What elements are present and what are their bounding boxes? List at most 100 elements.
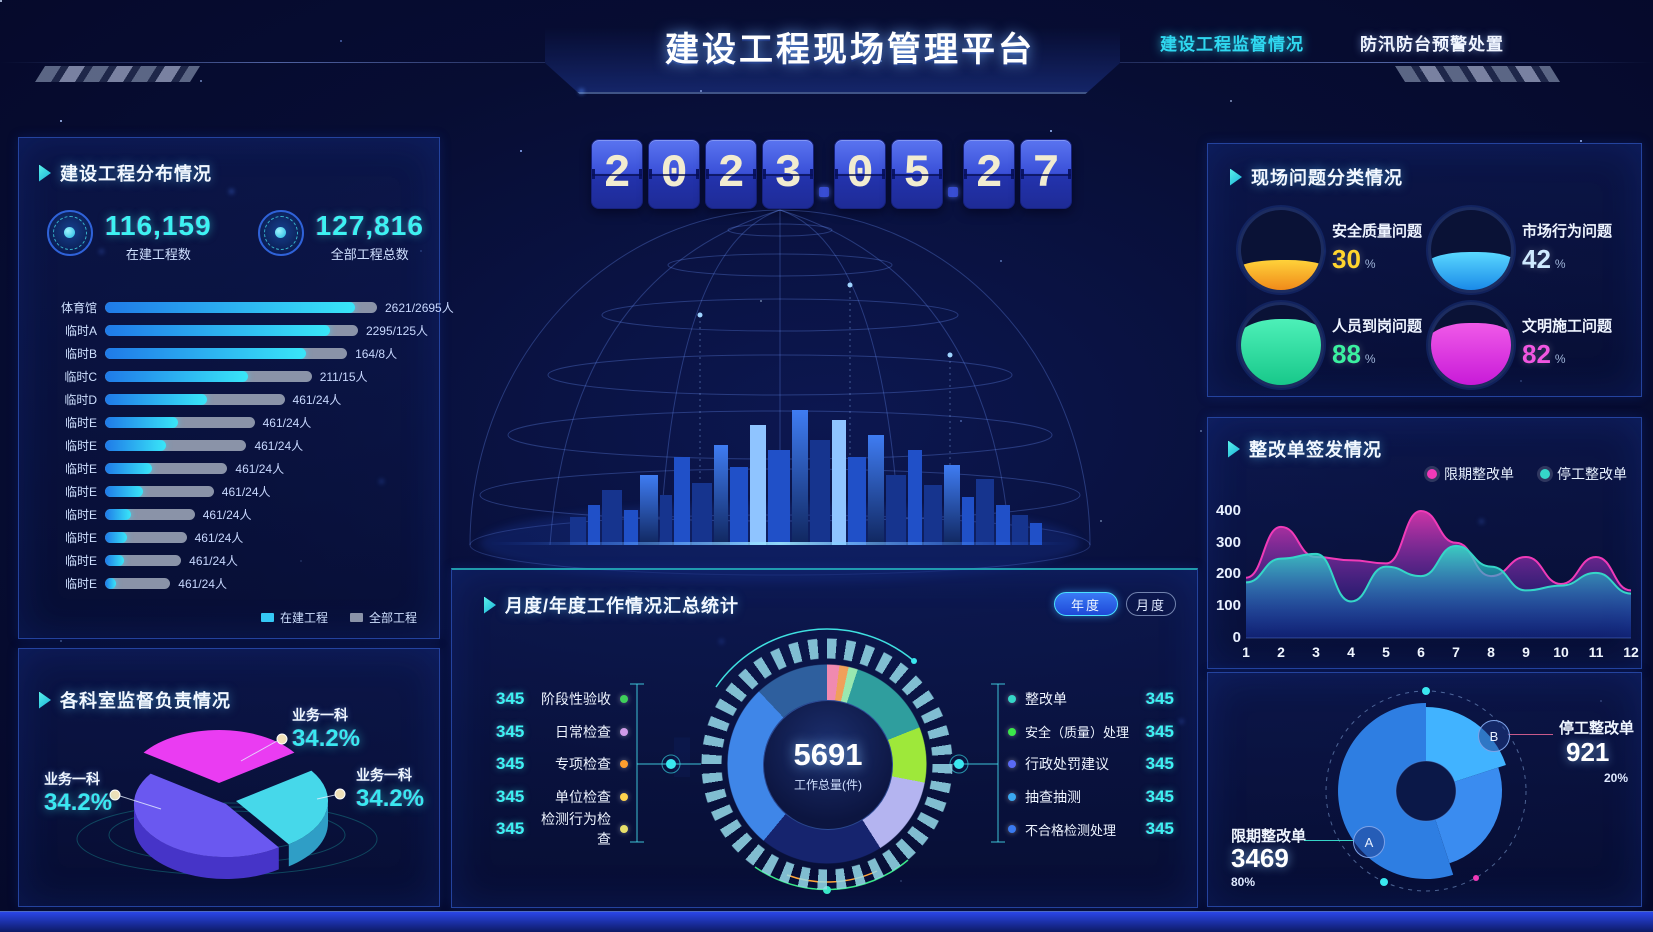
- date-digit: 3: [762, 139, 814, 209]
- bar-value: 461/24人: [189, 554, 238, 568]
- item-dot-icon: [620, 825, 628, 834]
- svg-text:6: 6: [1417, 644, 1425, 660]
- svg-text:10: 10: [1553, 644, 1569, 660]
- bar-value: 211/15人: [319, 370, 368, 384]
- bar-label: 临时E: [64, 531, 97, 545]
- date-flip-clock: 2 0 2 3 0 5 2 7: [591, 139, 1072, 209]
- badge-b: B: [1478, 720, 1510, 752]
- liquid-gauge-attendance: [1238, 302, 1324, 388]
- item-dot-icon: [1008, 760, 1016, 769]
- gauge-unit: %: [1364, 257, 1376, 271]
- toggle-yearly[interactable]: 年度: [1054, 592, 1118, 616]
- svg-text:2: 2: [1277, 644, 1285, 660]
- list-item: 345 检测行为检查: [496, 811, 628, 847]
- y-axis-ticks: 400 300 200 100 0: [1216, 502, 1241, 646]
- svg-text:100: 100: [1216, 597, 1241, 614]
- svg-text:5: 5: [1382, 644, 1390, 660]
- list-item: 345 阶段性验收: [496, 683, 628, 716]
- nav-tab-flood-warning[interactable]: 防汛防台预警处置: [1360, 35, 1504, 54]
- pie-callout-top: 业务一科 34.2%: [292, 705, 360, 753]
- date-separator-dot: [819, 187, 829, 197]
- donut-center: 5691 工作总量(件): [763, 700, 893, 830]
- gauge-label: 文明施工问题: [1522, 318, 1613, 335]
- bar-track: [105, 394, 285, 405]
- bar-fill: [105, 417, 179, 428]
- bar-value: 2295/125人: [365, 324, 429, 338]
- bar-value: 461/24人: [221, 485, 271, 499]
- badge-a: A: [1353, 826, 1385, 858]
- toggle-monthly[interactable]: 月度: [1126, 592, 1176, 616]
- panel-title: 各科室监督负责情况: [60, 691, 231, 711]
- panel-title: 建设工程分布情况: [60, 164, 212, 184]
- panel-title: 整改单签发情况: [1249, 440, 1382, 460]
- work-left-list: 345 阶段性验收 345 日常检查 345 专项检查 345 单位检查 345 检测行为…: [496, 683, 628, 847]
- bar-label: 临时E: [64, 462, 97, 476]
- panel-rectification-rose: A B 停工整改单 921 20% 限期整改单 3469 80%: [1207, 672, 1642, 907]
- legend-item-deadline[interactable]: 限期整改单: [1427, 464, 1514, 484]
- item-value: 345: [1145, 689, 1174, 709]
- list-item: 345 日常检查: [496, 716, 628, 749]
- panel-arrow-icon: [39, 164, 51, 182]
- legend-item-stopwork[interactable]: 停工整改单: [1540, 464, 1627, 484]
- bar-fill: [105, 578, 117, 589]
- pie-slice-value: 34.2%: [292, 725, 361, 752]
- bar-label: 临时E: [64, 485, 97, 499]
- work-right-list: 整改单 345 安全（质量）处理 345 行政处罚建议 345 抽查抽测 345 不合格…: [1008, 683, 1174, 846]
- bar-label: 临时E: [64, 554, 97, 568]
- item-dot-icon: [620, 727, 628, 736]
- item-label: 日常检查: [555, 723, 611, 740]
- legend-dot-icon: [1427, 469, 1437, 479]
- bar-row: 临时D 461/24人: [37, 388, 431, 411]
- bar-label: 临时E: [64, 577, 97, 591]
- item-label: 安全（质量）处理: [1025, 725, 1130, 741]
- svg-text:3: 3: [1312, 644, 1320, 660]
- legend-swatch: [260, 613, 274, 622]
- item-label: 抽查抽测: [1025, 788, 1081, 805]
- svg-text:300: 300: [1216, 534, 1241, 551]
- page-title: 建设工程现场管理平台: [665, 31, 1035, 69]
- bar-fill: [105, 555, 125, 566]
- rose-pct-deadline: 80%: [1231, 875, 1256, 889]
- item-value: 345: [496, 721, 525, 741]
- bar-legend: 在建工程 全部工程: [260, 609, 417, 626]
- stat-in-progress: 116,159 在建工程数: [47, 210, 212, 263]
- panel-project-distribution: 建设工程分布情况 116,159 在建工程数 127,816 全部工程总数 体育…: [18, 137, 454, 639]
- bar-value: 164/8人: [355, 347, 398, 361]
- pie-slice-value: 34.2%: [356, 785, 425, 812]
- department-pie-chart: [76, 729, 378, 879]
- gauge-label: 人员到岗问题: [1332, 318, 1423, 335]
- line-series-stopwork: [1245, 544, 1632, 603]
- item-value: 345: [496, 689, 525, 709]
- date-digit: 2: [591, 139, 643, 209]
- area-legend: 限期整改单 停工整改单: [1427, 464, 1627, 484]
- liquid-fill: [1431, 251, 1511, 290]
- bar-label: 临时E: [64, 416, 97, 430]
- rose-pct-stopwork: 20%: [1604, 771, 1629, 785]
- legend-item-in-progress[interactable]: 在建工程: [260, 609, 328, 626]
- legend-swatch: [349, 613, 363, 622]
- stat-value: 116,159: [105, 210, 212, 241]
- svg-text:12: 12: [1623, 644, 1639, 660]
- bar-value: 461/24人: [262, 416, 312, 430]
- bar-label: 临时A: [64, 324, 97, 338]
- bar-row: 临时E 461/24人: [37, 457, 431, 480]
- rose-value-deadline: 3469: [1231, 843, 1289, 873]
- panel-issue-classification: 现场问题分类情况 安全质量问题 30% 市场行为问题 42% 人员到岗问题 88…: [1207, 143, 1642, 397]
- leader-line-b: [1508, 734, 1553, 735]
- nav-tab-supervision[interactable]: 建设工程监督情况: [1160, 35, 1304, 54]
- svg-text:8: 8: [1487, 644, 1495, 660]
- gauge-value: 42: [1522, 244, 1551, 274]
- liquid-gauge-civilized: [1428, 302, 1514, 388]
- list-item: 整改单 345: [1008, 683, 1174, 716]
- item-value: 345: [1145, 786, 1174, 806]
- svg-text:4: 4: [1347, 644, 1355, 660]
- pie-callout-right: 业务一科 34.2%: [356, 765, 424, 813]
- item-value: 345: [496, 754, 525, 774]
- legend-item-total[interactable]: 全部工程: [349, 609, 417, 626]
- bar-track: [105, 371, 312, 382]
- list-item: 抽查抽测 345: [1008, 781, 1174, 814]
- bar-track: [105, 440, 247, 451]
- header-line-right: [1120, 62, 1653, 63]
- leader-line-a: [1304, 840, 1354, 841]
- panel-rectification-orders: 整改单签发情况 限期整改单 停工整改单 400 300 200 100 0: [1207, 417, 1642, 669]
